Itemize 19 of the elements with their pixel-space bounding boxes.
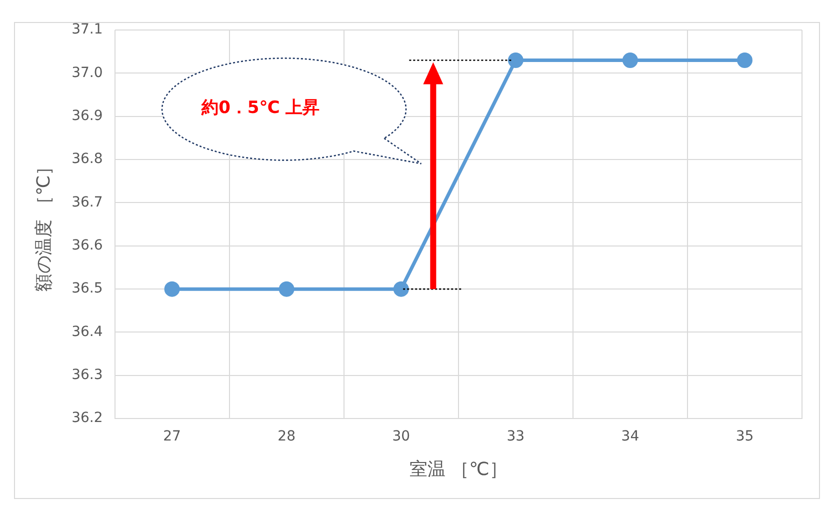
y-axis-title: 額の温度 ［℃］ — [33, 157, 54, 292]
y-tick-label: 36.7 — [72, 194, 103, 210]
y-tick-label: 36.4 — [72, 324, 103, 340]
x-tick-label: 28 — [278, 428, 296, 445]
y-tick-label: 37.1 — [72, 22, 103, 38]
y-tick-label: 37.0 — [72, 64, 103, 81]
y-tick-label: 36.8 — [72, 151, 103, 168]
x-tick-label: 33 — [506, 428, 525, 445]
x-tick-label: 34 — [621, 428, 640, 445]
annotation: 約0．5℃ 上昇 — [202, 96, 320, 119]
y-tick-label: 36.3 — [72, 367, 103, 384]
y-tick-label: 36.6 — [72, 238, 103, 254]
x-axis-title: 室温 ［℃］ — [409, 458, 508, 480]
y-tick-label: 36.2 — [72, 410, 103, 426]
x-tick-label: 30 — [392, 428, 410, 445]
y-tick-label: 36.9 — [72, 108, 103, 124]
x-tick-label: 27 — [163, 428, 181, 445]
y-tick-label: 36.5 — [72, 280, 103, 297]
x-tick-label: 35 — [736, 428, 754, 445]
